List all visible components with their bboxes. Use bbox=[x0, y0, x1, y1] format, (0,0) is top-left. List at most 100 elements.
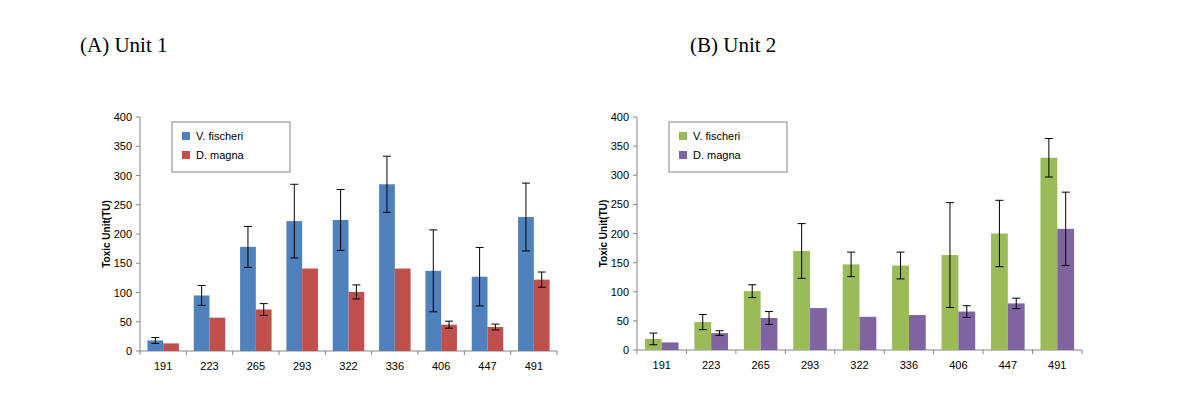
error-cap bbox=[198, 305, 206, 306]
x-tick-label: 406 bbox=[949, 359, 967, 371]
error-cap bbox=[946, 202, 954, 203]
bar bbox=[302, 269, 318, 351]
error-cap bbox=[716, 335, 724, 336]
error-cap bbox=[429, 311, 437, 312]
error-bar bbox=[716, 331, 724, 336]
error-bar bbox=[748, 285, 756, 298]
bar bbox=[349, 292, 365, 351]
error-line bbox=[386, 156, 387, 212]
bar bbox=[810, 308, 827, 350]
x-tick bbox=[279, 351, 280, 355]
background bbox=[0, 0, 1180, 402]
x-tick bbox=[785, 350, 786, 354]
y-tick bbox=[136, 321, 140, 322]
error-cap bbox=[995, 200, 1003, 201]
x-tick bbox=[510, 351, 511, 355]
error-cap bbox=[748, 297, 756, 298]
error-line bbox=[702, 314, 703, 329]
y-tick-label: 250 bbox=[611, 198, 629, 210]
error-line bbox=[949, 203, 950, 308]
error-cap bbox=[649, 333, 657, 334]
y-tick bbox=[633, 320, 637, 321]
y-tick bbox=[633, 350, 637, 351]
error-cap bbox=[963, 305, 971, 306]
y-tick-label: 300 bbox=[114, 170, 132, 182]
error-bar bbox=[476, 247, 484, 305]
legend-swatch bbox=[679, 132, 687, 140]
error-cap bbox=[522, 183, 530, 184]
error-line bbox=[900, 252, 901, 279]
x-tick bbox=[637, 350, 638, 354]
error-cap bbox=[538, 272, 546, 273]
error-bar bbox=[963, 306, 971, 318]
error-cap bbox=[716, 330, 724, 331]
y-tick bbox=[633, 291, 637, 292]
chart-title: (B) Unit 2 bbox=[690, 33, 776, 57]
x-tick bbox=[983, 350, 984, 354]
error-line bbox=[201, 285, 202, 305]
error-cap bbox=[337, 189, 345, 190]
y-tick-label: 100 bbox=[611, 286, 629, 298]
bar bbox=[711, 333, 728, 350]
error-cap bbox=[260, 303, 268, 304]
error-cap bbox=[765, 311, 773, 312]
y-tick-label: 400 bbox=[114, 111, 132, 123]
y-axis bbox=[637, 117, 638, 350]
x-tick bbox=[371, 351, 372, 355]
error-line bbox=[449, 321, 450, 328]
error-bar bbox=[1062, 192, 1070, 265]
error-bar bbox=[946, 203, 954, 308]
y-tick bbox=[633, 233, 637, 234]
x-tick-label: 447 bbox=[478, 360, 496, 372]
error-cap bbox=[337, 250, 345, 251]
error-line bbox=[155, 338, 156, 344]
bar bbox=[395, 269, 411, 351]
y-tick bbox=[136, 292, 140, 293]
x-tick-label: 223 bbox=[702, 359, 720, 371]
x-tick bbox=[884, 350, 885, 354]
x-tick bbox=[140, 351, 141, 355]
bar bbox=[662, 342, 679, 350]
x-tick bbox=[933, 350, 934, 354]
x-tick bbox=[1082, 350, 1083, 354]
y-tick bbox=[136, 351, 140, 352]
error-line bbox=[479, 247, 480, 305]
error-cap bbox=[946, 307, 954, 308]
y-axis-label: Toxic Unit(TU) bbox=[101, 200, 112, 268]
x-tick bbox=[834, 350, 835, 354]
y-tick bbox=[136, 146, 140, 147]
error-bar bbox=[429, 230, 437, 312]
error-cap bbox=[699, 314, 707, 315]
x-tick-label: 191 bbox=[653, 359, 671, 371]
page: (A) Unit 1Toxic Unit(TU)0501001502002503… bbox=[0, 0, 1180, 402]
error-bar bbox=[765, 312, 773, 325]
x-tick-label: 265 bbox=[247, 360, 265, 372]
error-line bbox=[653, 333, 654, 345]
x-tick-label: 336 bbox=[900, 359, 918, 371]
error-cap bbox=[491, 329, 499, 330]
legend: V. fischeriD. magna bbox=[172, 122, 290, 172]
error-cap bbox=[522, 250, 530, 251]
error-bar bbox=[1012, 298, 1020, 308]
error-cap bbox=[151, 337, 159, 338]
x-tick-label: 447 bbox=[999, 359, 1017, 371]
error-cap bbox=[352, 298, 360, 299]
error-line bbox=[356, 285, 357, 299]
error-bar bbox=[198, 285, 206, 305]
bar bbox=[163, 343, 179, 351]
x-tick bbox=[186, 351, 187, 355]
x-tick bbox=[418, 351, 419, 355]
bar bbox=[488, 327, 504, 351]
bar bbox=[256, 309, 272, 351]
plot-area bbox=[147, 156, 549, 351]
error-line bbox=[801, 224, 802, 279]
error-cap bbox=[798, 223, 806, 224]
error-cap bbox=[352, 284, 360, 285]
error-line bbox=[1016, 298, 1017, 308]
y-tick-label: 200 bbox=[114, 228, 132, 240]
x-tick-label: 293 bbox=[801, 359, 819, 371]
legend-label: D. magna bbox=[693, 149, 742, 161]
y-tick-label: 200 bbox=[611, 228, 629, 240]
x-tick bbox=[686, 350, 687, 354]
error-bar bbox=[260, 304, 268, 316]
